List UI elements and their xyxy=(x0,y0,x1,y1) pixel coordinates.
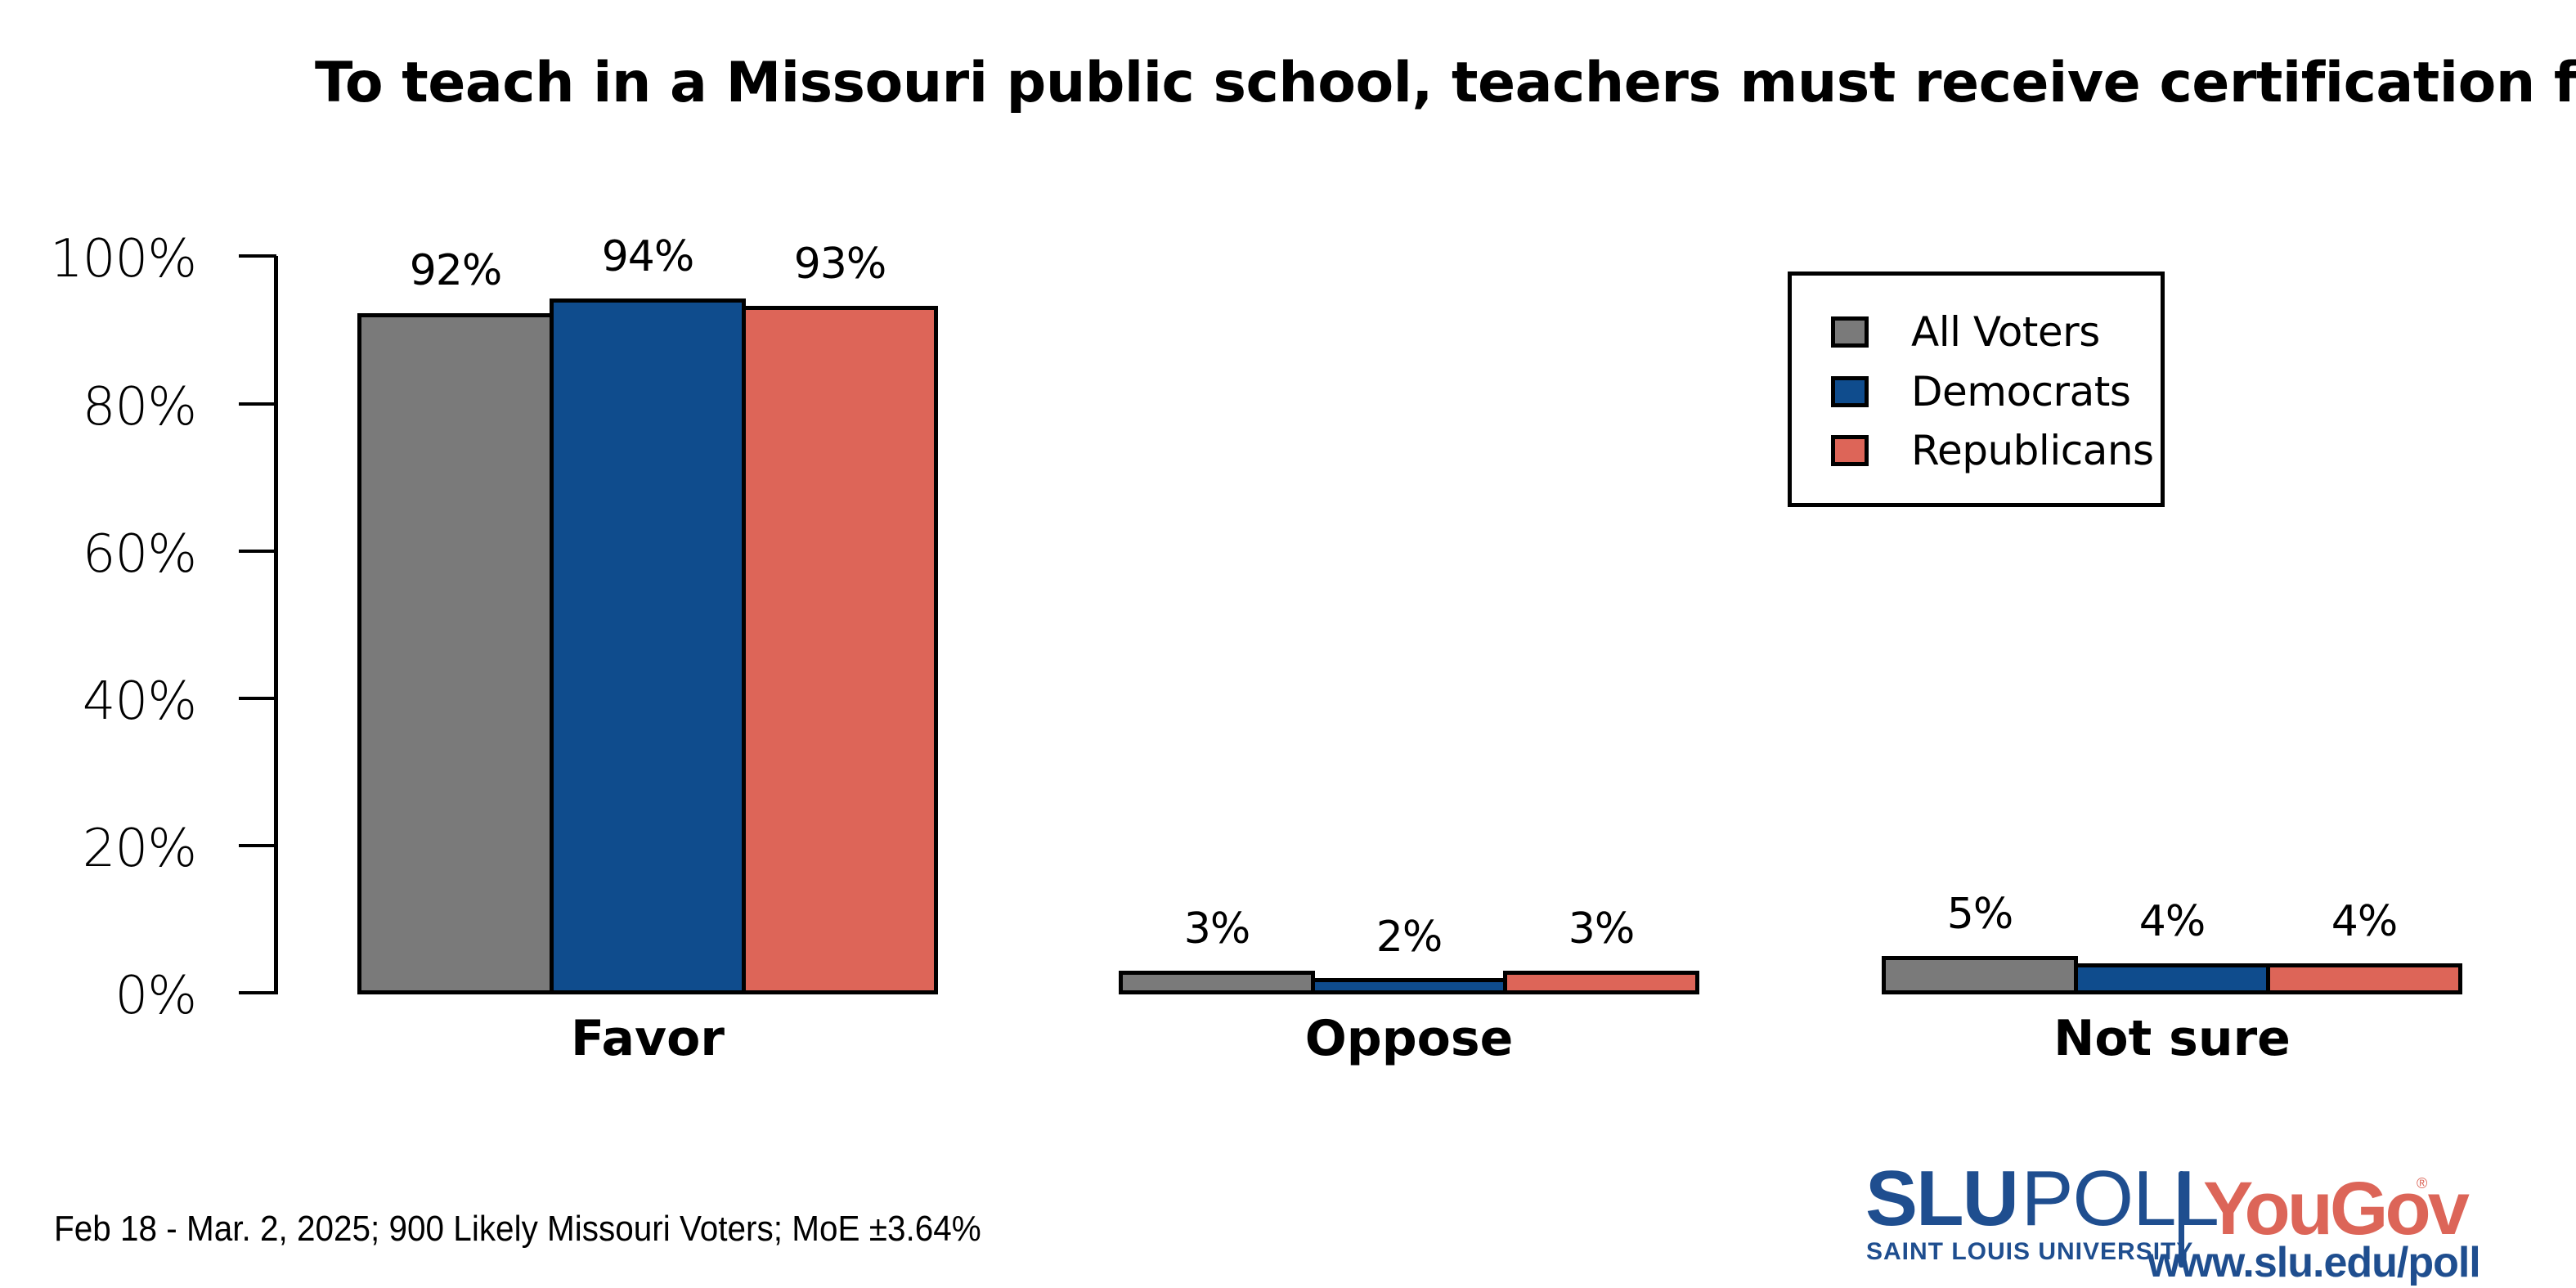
legend-item-republicans: Republicans xyxy=(1831,430,2154,471)
legend-swatch-gray-icon xyxy=(1831,316,1869,348)
bar-republicans-favor xyxy=(742,306,938,994)
bar-value-label: 4% xyxy=(2138,897,2206,946)
y-tick-label: 20% xyxy=(82,819,197,879)
bar-value-label: 92% xyxy=(409,246,503,295)
y-tick-label: 100% xyxy=(50,229,197,289)
legend-swatch-red-icon xyxy=(1831,435,1869,466)
legend-swatch-blue-icon xyxy=(1831,376,1869,407)
poll-logo-text: POLL xyxy=(2021,1155,2219,1242)
y-tick-label: 80% xyxy=(82,377,197,438)
poll-website-link[interactable]: www.slu.edu/poll xyxy=(2147,1239,2481,1286)
legend-label: Republicans xyxy=(1911,427,2154,474)
slu-poll-logo: SLU POLL xyxy=(1865,1160,2219,1238)
bar-republicans-oppose xyxy=(1503,971,1699,994)
bar-republicans-not-sure xyxy=(2266,963,2462,994)
y-tick-40 xyxy=(239,697,276,700)
category-label-oppose: Oppose xyxy=(1304,1010,1514,1067)
logo-divider xyxy=(2179,1171,2184,1268)
y-tick-60 xyxy=(239,550,276,553)
bar-all-voters-favor xyxy=(357,313,554,994)
legend-label: All Voters xyxy=(1911,308,2100,356)
y-axis-line xyxy=(274,256,278,994)
bar-value-label: 94% xyxy=(601,232,695,281)
saint-louis-university-text: SAINT LOUIS UNIVERSITY xyxy=(1866,1238,2194,1265)
bar-value-label: 4% xyxy=(2331,897,2399,946)
y-tick-100 xyxy=(239,254,276,258)
y-tick-label: 0% xyxy=(114,966,197,1026)
bar-value-label: 2% xyxy=(1376,913,1443,962)
bar-democrats-oppose xyxy=(1311,978,1507,994)
category-label-not-sure: Not sure xyxy=(2053,1010,2291,1067)
bar-democrats-not-sure xyxy=(2074,963,2270,994)
bar-value-label: 3% xyxy=(1183,904,1251,954)
y-tick-20 xyxy=(239,844,276,847)
survey-footnote: Feb 18 - Mar. 2, 2025; 900 Likely Missou… xyxy=(54,1209,981,1249)
chart-title: To teach in a Missouri public school, te… xyxy=(315,51,2576,115)
registered-mark-icon: ® xyxy=(2417,1175,2428,1192)
bar-value-label: 93% xyxy=(793,240,887,289)
yougov-logo: YouGov xyxy=(2203,1167,2470,1250)
bar-value-label: 3% xyxy=(1568,904,1636,954)
legend-label: Democrats xyxy=(1911,368,2131,415)
legend: All Voters Democrats Republicans xyxy=(1788,272,2165,507)
legend-item-all-voters: All Voters xyxy=(1831,312,2100,352)
bar-democrats-favor xyxy=(550,298,746,994)
y-tick-label: 60% xyxy=(82,524,197,585)
y-tick-0 xyxy=(239,991,276,994)
y-tick-label: 40% xyxy=(82,671,197,732)
y-tick-80 xyxy=(239,402,276,406)
bar-value-label: 5% xyxy=(1946,890,2014,939)
bar-all-voters-not-sure xyxy=(1882,956,2078,994)
category-label-favor: Favor xyxy=(571,1010,725,1067)
legend-item-democrats: Democrats xyxy=(1831,368,2131,415)
slu-logo-text: SLU xyxy=(1865,1155,2019,1242)
bar-all-voters-oppose xyxy=(1119,971,1315,994)
